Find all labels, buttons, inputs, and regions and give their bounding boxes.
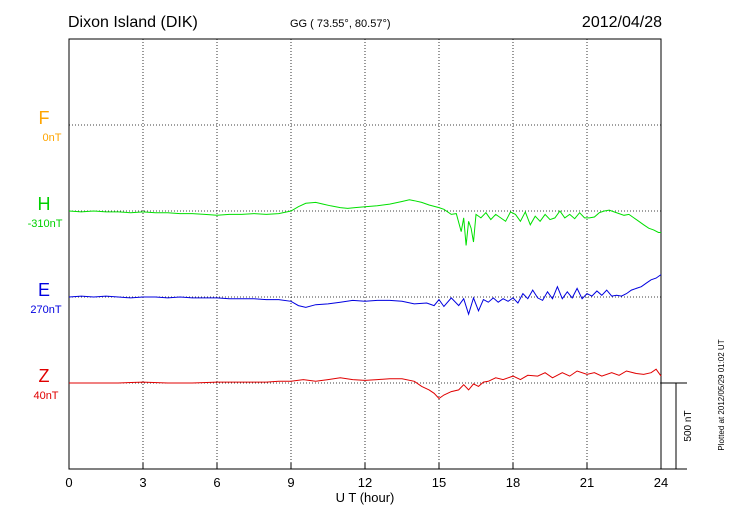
series-baseline-F: 0nT: [43, 132, 62, 144]
x-tick-label: 21: [580, 475, 594, 490]
plotted-note: Plotted at 2012/05/29 01:02 UT: [717, 339, 726, 450]
series-baseline-E: 270nT: [30, 304, 61, 316]
x-tick-label: 6: [213, 475, 220, 490]
scale-bar-label: 500 nT: [683, 410, 694, 441]
x-tick-label: 12: [358, 475, 372, 490]
grid-lines: [68, 39, 662, 469]
series-line-E: [68, 274, 662, 316]
x-tick-label: 0: [65, 475, 72, 490]
series-baseline-Z: 40nT: [33, 390, 58, 402]
series-label-Z: Z: [39, 366, 50, 386]
x-tick-label: 9: [287, 475, 294, 490]
station-coords: GG ( 73.55°, 80.57°): [290, 18, 391, 30]
series-label-H: H: [38, 194, 51, 214]
x-axis-label: U T (hour): [336, 490, 395, 505]
series-line-Z: [69, 368, 662, 400]
series-label-F: F: [39, 108, 50, 128]
series-lines: [68, 199, 662, 400]
x-tick-label: 24: [654, 475, 668, 490]
plot-frame: [68, 38, 662, 470]
scale-bar: 500 nT: [661, 382, 694, 470]
x-tick-label: 3: [139, 475, 146, 490]
x-tick-label: 15: [432, 475, 446, 490]
series-baseline-H: -310nT: [28, 218, 63, 230]
station-title: Dixon Island (DIK): [68, 14, 198, 31]
series-line-H: [68, 199, 661, 246]
series-label-E: E: [38, 280, 50, 300]
x-tick-label: 18: [506, 475, 520, 490]
x-tick-labels: 0 3 6 9 12 15 18 21 24: [65, 475, 668, 490]
plot-date: 2012/04/28: [582, 14, 662, 31]
